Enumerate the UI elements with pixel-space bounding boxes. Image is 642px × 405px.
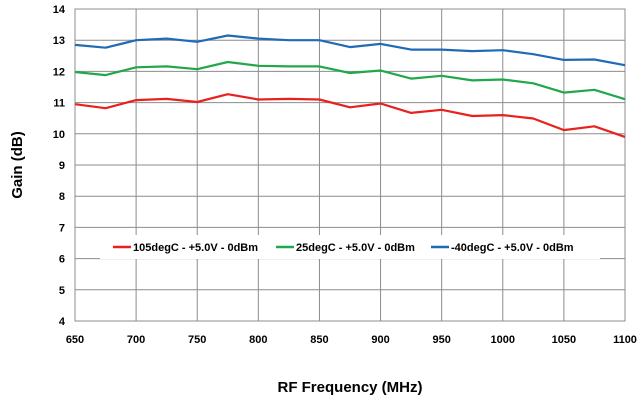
x-tick-label: 1050: [552, 334, 576, 346]
series-line-2: [74, 34, 626, 67]
y-tick-label: 11: [53, 98, 65, 110]
legend: 105degC - +5.0V - 0dBm 25degC - +5.0V - …: [100, 235, 600, 259]
legend-label-m40degc: -40degC - +5.0V - 0dBm: [451, 242, 574, 254]
y-tick-label: 14: [53, 4, 66, 16]
x-tick-label: 1000: [491, 334, 515, 346]
series-line-0: [74, 93, 626, 138]
y-tick-label: 10: [53, 129, 65, 141]
y-tick-label: 8: [59, 191, 65, 203]
y-tick-label: 9: [59, 160, 65, 172]
y-tick-label: 12: [53, 66, 65, 78]
series-lines: [74, 34, 626, 138]
y-tick-label: 4: [59, 316, 66, 328]
x-tick-label: 950: [432, 334, 450, 346]
y-axis-title: Gain (dB): [9, 131, 26, 199]
y-tick-labels: 4 5 6 7 8 9 10 11 12 13 14: [53, 4, 66, 328]
x-tick-label: 1100: [613, 334, 637, 346]
x-tick-label: 900: [371, 334, 389, 346]
legend-label-105degc: 105degC - +5.0V - 0dBm: [133, 242, 258, 254]
series-line-1: [74, 60, 626, 101]
x-tick-label: 650: [66, 334, 84, 346]
y-tick-label: 13: [53, 35, 65, 47]
y-tick-label: 7: [59, 222, 65, 234]
x-tick-label: 850: [310, 334, 328, 346]
y-tick-label: 6: [59, 254, 65, 266]
x-tick-label: 700: [127, 334, 145, 346]
x-tick-labels: 650 700 750 800 850 900 950 1000 1050 1100: [66, 334, 637, 346]
legend-box: [100, 235, 600, 259]
legend-label-25degc: 25degC - +5.0V - 0dBm: [296, 242, 415, 254]
x-axis-title: RF Frequency (MHz): [277, 379, 422, 396]
y-tick-label: 5: [59, 285, 65, 297]
x-tick-label: 750: [188, 334, 206, 346]
x-tick-label: 800: [249, 334, 267, 346]
